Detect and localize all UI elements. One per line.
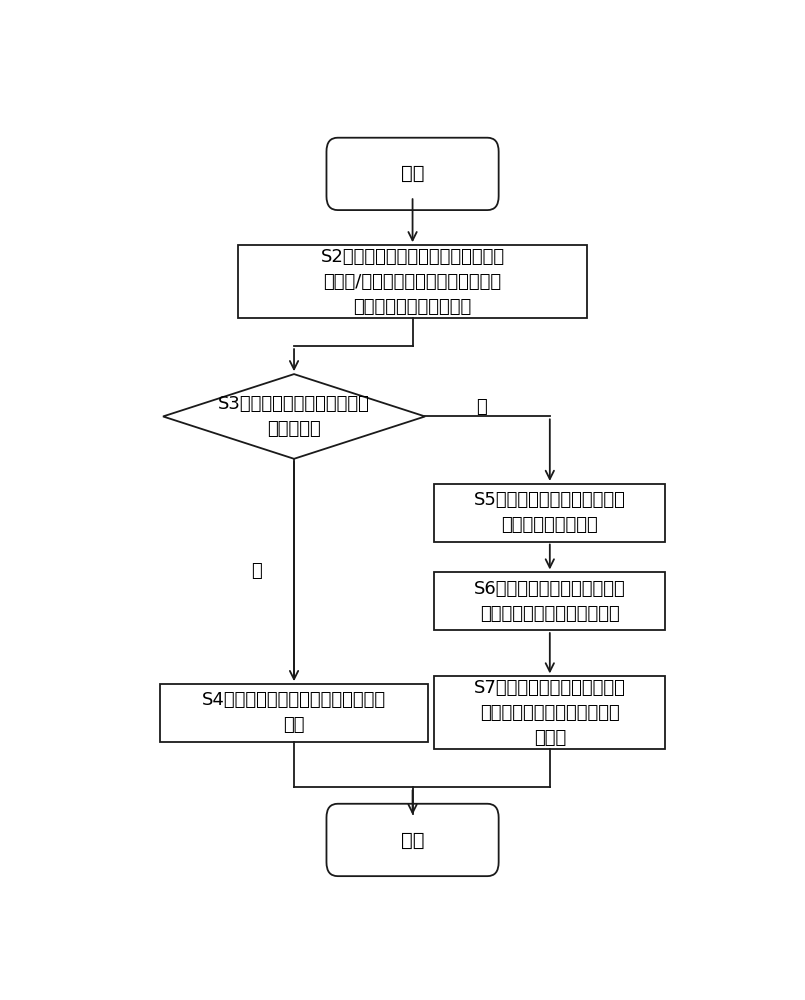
FancyBboxPatch shape — [327, 138, 498, 210]
Text: S3：是否在说法库中搜索到该
组表述方式: S3：是否在说法库中搜索到该 组表述方式 — [218, 395, 370, 438]
FancyBboxPatch shape — [327, 804, 498, 876]
Text: 结束: 结束 — [401, 830, 424, 849]
Bar — [435, 572, 665, 630]
Text: S7：将该表述方式与最常用的
频道进行关联，并加入临时说
法库中: S7：将该表述方式与最常用的 频道进行关联，并加入临时说 法库中 — [474, 679, 625, 747]
Text: 是: 是 — [251, 562, 262, 580]
Text: S6：提供频道列表给用户进行
选择，并搜集到用户常用选项: S6：提供频道列表给用户进行 选择，并搜集到用户常用选项 — [474, 580, 625, 623]
Text: S5：根据地理信息和频道类型
搜索相关的频道名称: S5：根据地理信息和频道类型 搜索相关的频道名称 — [474, 491, 625, 534]
Polygon shape — [163, 374, 425, 459]
Bar — [435, 676, 665, 749]
Bar — [237, 245, 588, 318]
Text: S4：将新增一组说法加入到全局说法
库中: S4：将新增一组说法加入到全局说法 库中 — [202, 691, 386, 734]
Text: S2：将输入的表述方式，使用通用别
称匹配/中英文缩写匹配进行表述方式
扩充，形成一组表述方式: S2：将输入的表述方式，使用通用别 称匹配/中英文缩写匹配进行表述方式 扩充，形… — [320, 248, 505, 316]
Text: 否: 否 — [476, 398, 486, 416]
Bar — [435, 484, 665, 542]
Bar — [160, 684, 428, 742]
Text: 开始: 开始 — [401, 164, 424, 183]
